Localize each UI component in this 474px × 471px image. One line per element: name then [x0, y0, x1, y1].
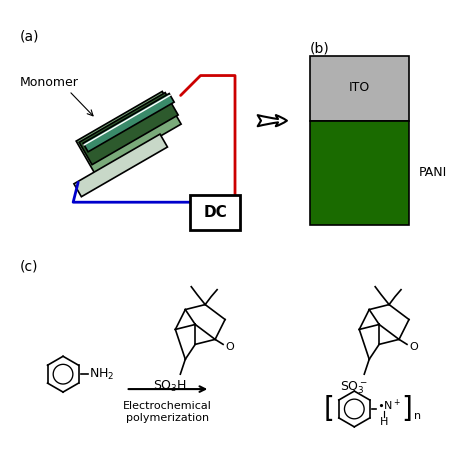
Text: H: H: [380, 417, 388, 427]
Text: [: [: [324, 395, 335, 423]
Text: n: n: [414, 411, 421, 421]
Polygon shape: [74, 134, 167, 197]
Text: O: O: [409, 342, 418, 352]
Polygon shape: [79, 93, 178, 165]
Text: Electrochemical
polymerization: Electrochemical polymerization: [123, 401, 212, 422]
Text: $\mathregular{SO_3^-}$: $\mathregular{SO_3^-}$: [340, 379, 368, 396]
Bar: [310, 121, 409, 225]
Text: $\mathregular{NH_2}$: $\mathregular{NH_2}$: [89, 366, 114, 382]
Text: $\bullet$N$^+$: $\bullet$N$^+$: [377, 398, 401, 413]
Text: Monomer: Monomer: [19, 76, 78, 89]
Text: (c): (c): [19, 260, 38, 274]
Text: ]: ]: [401, 395, 412, 423]
Text: (b): (b): [310, 41, 329, 55]
Text: ITO: ITO: [349, 81, 370, 94]
Polygon shape: [76, 91, 181, 174]
Bar: [310, 56, 409, 121]
Text: DC: DC: [203, 204, 227, 219]
Text: $\mathregular{SO_3H}$: $\mathregular{SO_3H}$: [154, 379, 187, 394]
Polygon shape: [83, 94, 174, 152]
Text: (a): (a): [19, 29, 39, 43]
Text: O: O: [225, 342, 234, 352]
Bar: [190, 195, 240, 230]
Text: PANI: PANI: [419, 166, 447, 179]
